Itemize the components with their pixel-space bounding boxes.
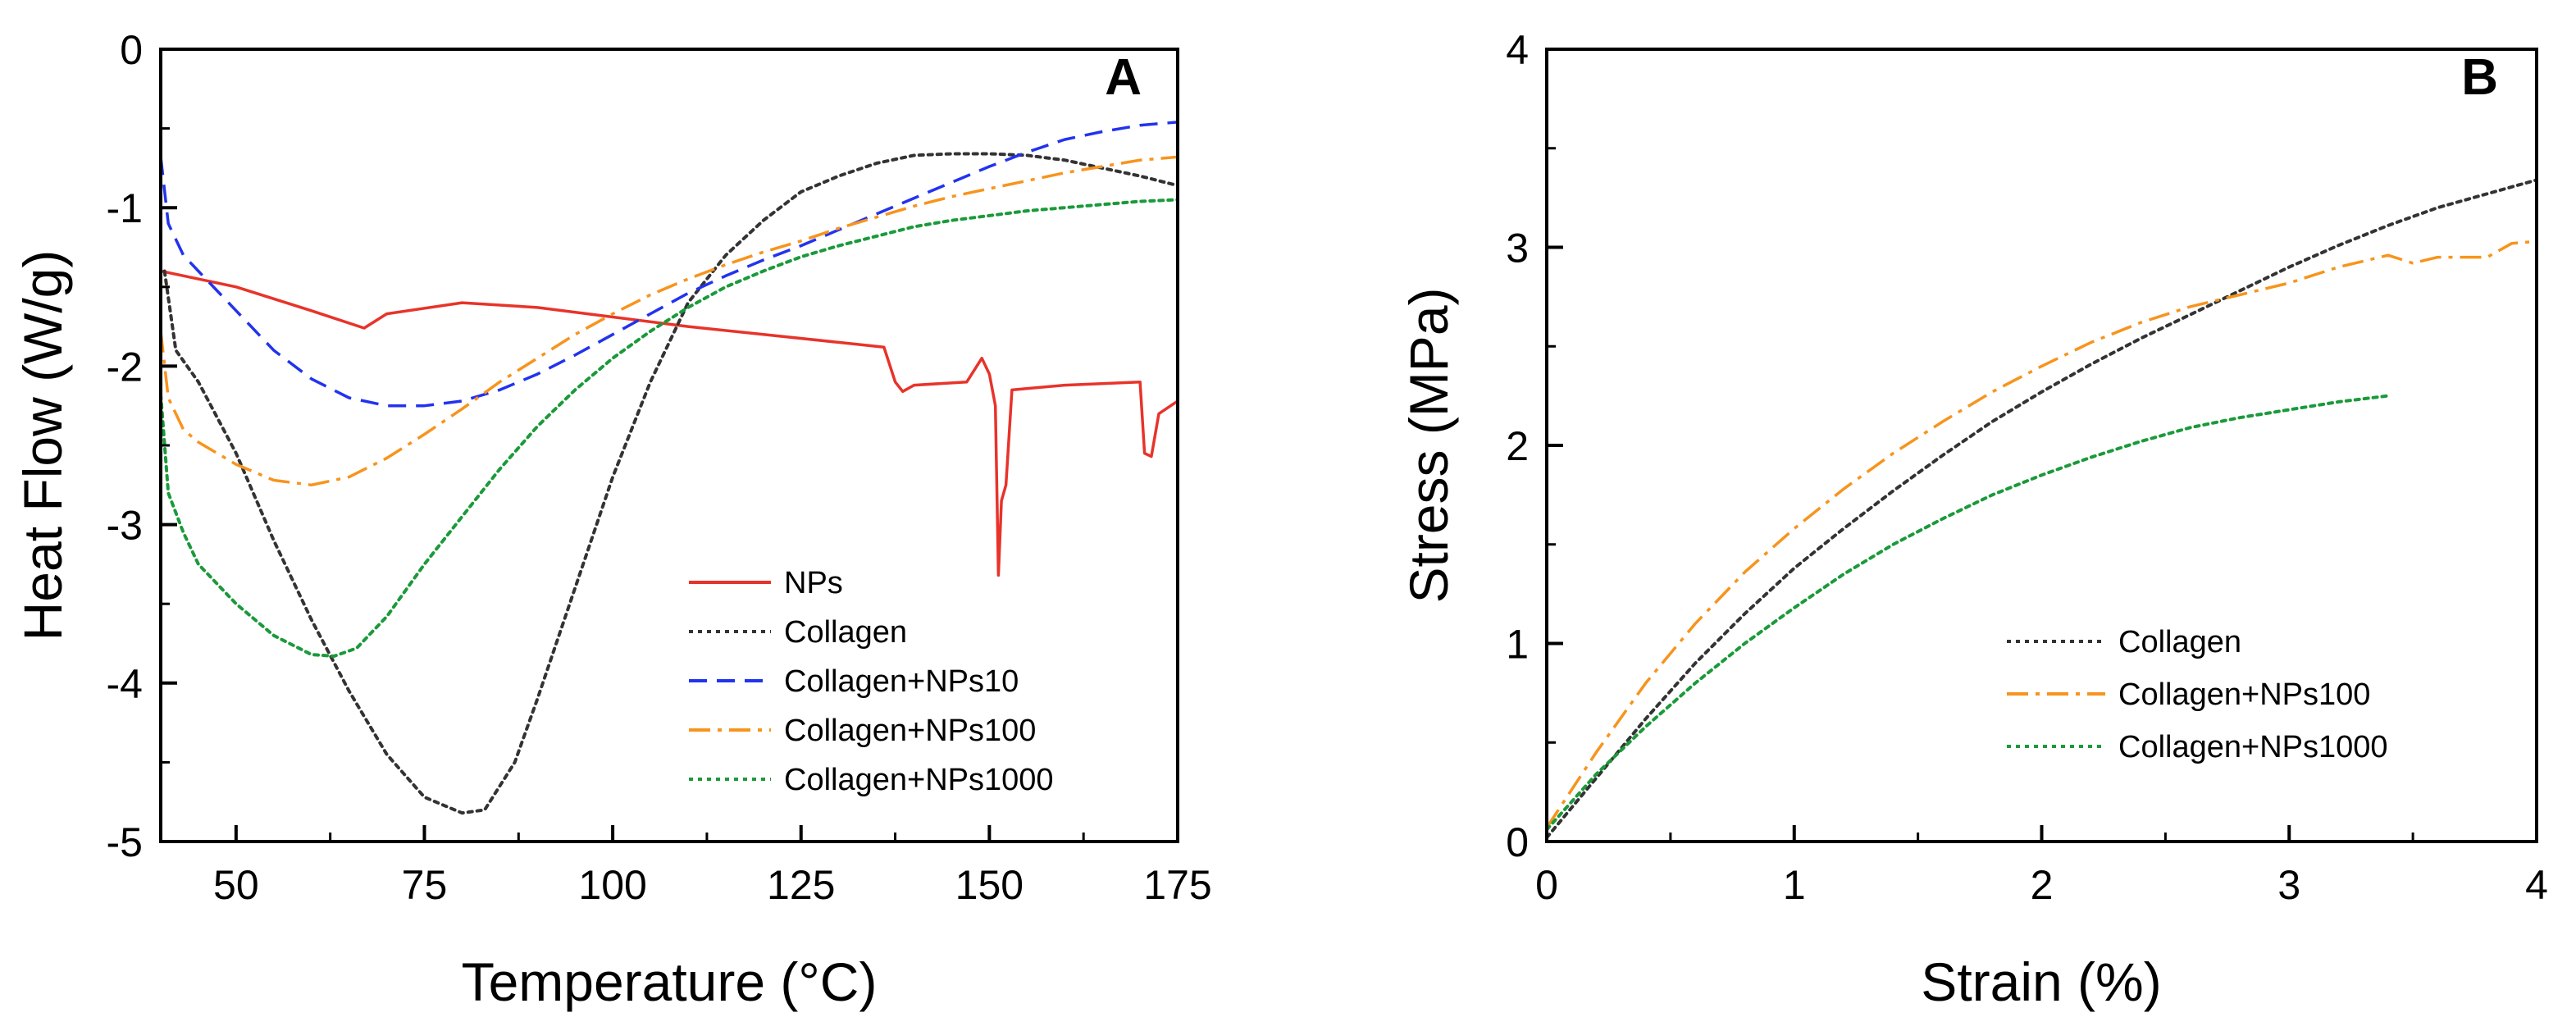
panel-b-y-tick-label: 1: [1506, 622, 1529, 668]
panel-a-x-tick-label: 125: [767, 862, 835, 908]
panel-b-x-tick-label: 0: [1535, 862, 1558, 908]
legend-label: NPs: [784, 566, 843, 600]
panel-b-y-tick-label: 4: [1506, 27, 1529, 73]
panel-b-series-layer: [1547, 178, 2537, 840]
panel-a-y-tick-label: -5: [107, 819, 143, 865]
panel-b-x-tick-label: 3: [2277, 862, 2300, 908]
panel-a-x-tick-label: 50: [213, 862, 259, 908]
panel-a-x-tick-label: 175: [1143, 862, 1211, 908]
panel-b-y-axis-title: Stress (MPa): [1398, 287, 1459, 603]
series-line-collagen: [1547, 178, 2537, 840]
panel-a-label: A: [1105, 49, 1142, 106]
series-line-collagen-nps100: [161, 155, 1178, 487]
panel-a-y-tick-label: -4: [107, 661, 143, 707]
legend-label: Collagen: [2118, 625, 2241, 659]
panel-b-y-tick-label: 0: [1506, 819, 1529, 865]
panel-a-y-tick-label: -3: [107, 503, 143, 549]
panel-b-x-tick-label: 4: [2525, 862, 2548, 908]
panel-b-y-tick-label: 3: [1506, 226, 1529, 271]
panel-a-y-tick-label: -1: [107, 185, 143, 231]
panel-a-y-tick-label: 0: [120, 27, 143, 73]
series-line-collagen-nps1000: [161, 198, 1178, 658]
panel-b-x-tick-label: 1: [1783, 862, 1806, 908]
panel-a-x-tick-label: 150: [955, 862, 1024, 908]
series-line-nps: [161, 269, 1178, 577]
panel-a-plot-frame: [159, 48, 1179, 843]
panel-b-plot-frame: [1545, 48, 2538, 843]
panel-b-y-tick-label: 2: [1506, 423, 1529, 469]
series-line-collagen-nps1000: [1547, 394, 2390, 832]
panel-b-ticks-layer: 0 1 2 3 4 0 1 2 3 4: [1506, 27, 2548, 908]
panel-b-stress-strain-chart: 0 1 2 3 4 0 1 2 3 4 B Strain (%) Stress (MPa) Col…: [1398, 27, 2548, 1012]
legend-label: Collagen+NPs1000: [2118, 730, 2388, 764]
series-line-collagen: [162, 152, 1178, 815]
panel-a-x-tick-label: 75: [402, 862, 448, 908]
panel-a-ticks-layer: 50 75 100 125 150 175 0 -1 -2 -3 -4 -5: [107, 27, 1212, 908]
panel-a-series-layer: [161, 121, 1178, 815]
panel-a-x-tick-label: 100: [578, 862, 646, 908]
series-line-collagen-nps100: [1547, 240, 2537, 829]
panel-b-x-axis-title: Strain (%): [1921, 951, 2161, 1012]
panel-a-x-axis-title: Temperature (°C): [462, 951, 878, 1012]
panel-a-legend: NPs Collagen Collagen+NPs10 Collagen+NPs100…: [689, 566, 1054, 797]
panel-b-x-tick-label: 2: [2031, 862, 2054, 908]
legend-label: Collagen+NPs100: [2118, 677, 2370, 712]
panel-b-label: B: [2461, 49, 2498, 106]
panel-a-heat-flow-chart: 50 75 100 125 150 175 0 -1 -2 -3 -4 -5 A Temperatur…: [12, 27, 1212, 1012]
legend-label: Collagen+NPs1000: [784, 763, 1054, 797]
panel-a-y-axis-title: Heat Flow (W/g): [12, 250, 73, 641]
legend-label: Collagen+NPs10: [784, 664, 1019, 699]
panel-b-legend: Collagen Collagen+NPs100 Collagen+NPs1000: [2007, 625, 2388, 764]
legend-label: Collagen+NPs100: [784, 714, 1036, 748]
series-line-collagen-nps10: [161, 121, 1178, 408]
panel-a-y-tick-label: -2: [107, 344, 143, 390]
legend-label: Collagen: [784, 615, 907, 650]
